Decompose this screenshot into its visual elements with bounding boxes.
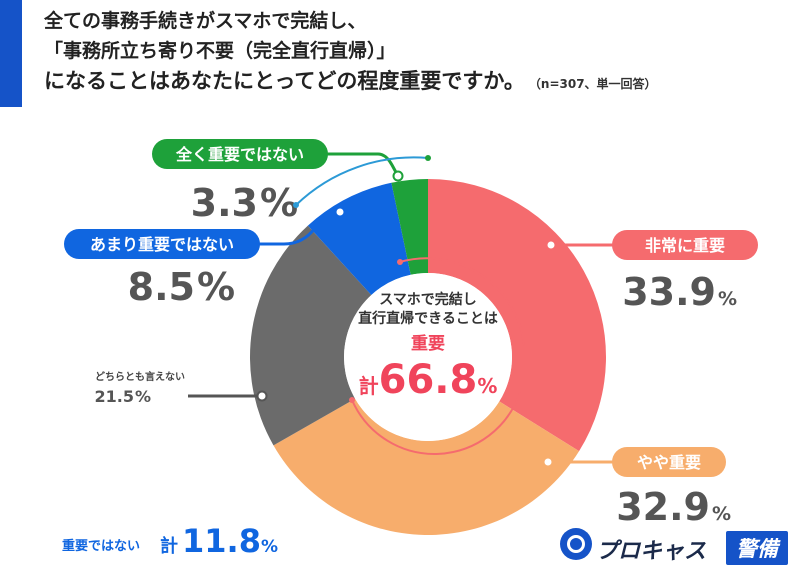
- brand-icon: [560, 528, 592, 560]
- not-important-value: 11.8: [182, 522, 261, 560]
- sample-note: （n=307、単一回答）: [534, 77, 657, 91]
- pill-very-important: [612, 230, 758, 260]
- outer-connector-dot-end: [425, 155, 431, 161]
- center-emphasis: 重要: [411, 333, 445, 354]
- donut-hole: [344, 273, 512, 441]
- leader-not-very-important: [258, 210, 341, 246]
- label-somewhat-important: やや重要: [637, 453, 701, 472]
- center-total-unit: %: [477, 374, 497, 398]
- inner-arc-bottom: [351, 391, 521, 455]
- center-line-2: 直行直帰できることは: [358, 310, 498, 327]
- label-neutral: どちらとも言えない: [95, 370, 185, 383]
- not-important-total: 計 11.8%: [160, 522, 278, 560]
- title-line-3: になることはあなたにとってどの程度重要ですか。 （n=307、単一回答）: [44, 66, 657, 99]
- donut-slices: [250, 179, 607, 536]
- slice-neutral: [250, 225, 372, 446]
- inner-arc-bottom-dot: [349, 397, 355, 403]
- pill-somewhat-important: [612, 447, 726, 477]
- center-total-value: 66.8: [379, 357, 478, 403]
- leader-dot-not-very-important: [334, 206, 346, 218]
- outer-connector-arc: [295, 156, 429, 206]
- center-total-prefix: 計: [359, 374, 379, 398]
- slice-not-important-at-all: [391, 179, 428, 275]
- title-line-3-text: になることはあなたにとってどの程度重要ですか。: [44, 69, 525, 93]
- slice-somewhat-important: [273, 398, 580, 536]
- value-somewhat-important: 32.9: [616, 485, 710, 529]
- outer-connector-dot: [293, 202, 299, 208]
- leader-dot-not-important-at-all: [392, 170, 404, 182]
- pill-not-very-important: [64, 229, 260, 259]
- label-not-important-at-all: 全く重要ではない: [175, 145, 304, 164]
- slice-not-very-important: [307, 182, 411, 296]
- not-important-label: 重要ではない: [62, 538, 140, 554]
- leader-dot-very-important: [545, 239, 557, 251]
- label-very-important: 非常に重要: [645, 236, 725, 255]
- not-important-prefix: 計: [160, 535, 178, 557]
- value-not-very-important: 8.5: [128, 265, 195, 309]
- brand-name: プロキャス: [596, 539, 707, 564]
- brand-badge: 警備: [726, 531, 788, 565]
- leader-dot-neutral: [256, 390, 268, 402]
- value-not-important-at-all: 3.3: [191, 181, 258, 225]
- leader-dot-somewhat-important: [542, 456, 554, 468]
- inner-arc-top-dot: [397, 259, 403, 265]
- leader-not-important-at-all: [326, 152, 400, 177]
- unit-somewhat-important: %: [712, 503, 731, 525]
- unit-very-important: %: [718, 288, 737, 310]
- center-line-1: スマホで完結し: [379, 291, 477, 308]
- title-line-1: 全ての事務手続きがスマホで完結し、: [44, 10, 367, 32]
- value-neutral: 21.5: [95, 387, 134, 406]
- brand-logo: プロキャス 警備: [560, 526, 805, 568]
- chart-title: 全ての事務手続きがスマホで完結し、 「事務所立ち寄り不要（完全直行直帰）」 にな…: [44, 6, 657, 99]
- label-not-very-important: あまり重要ではない: [90, 235, 234, 254]
- title-line-2: 「事務所立ち寄り不要（完全直行直帰）」: [44, 40, 396, 62]
- inner-arc-top: [399, 257, 525, 346]
- pill-not-important-at-all: [152, 139, 328, 169]
- not-important-unit: %: [261, 537, 278, 557]
- unit-not-very-important: %: [197, 265, 235, 309]
- value-very-important: 33.9: [622, 270, 716, 314]
- title-accent-bar: [0, 0, 22, 107]
- unit-not-important-at-all: %: [260, 181, 298, 225]
- unit-neutral: %: [135, 387, 151, 406]
- slice-very-important: [428, 179, 607, 452]
- center-total: 計66.8%: [359, 357, 498, 403]
